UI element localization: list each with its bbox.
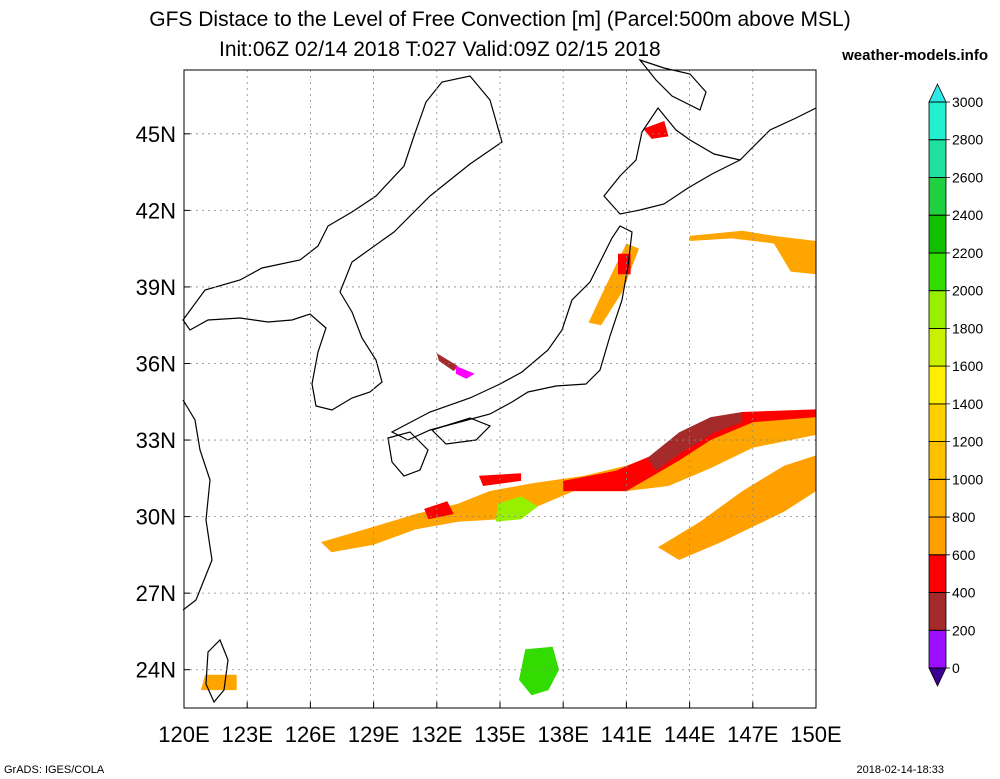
lon-axis-labels: 120E 123E 126E 129E 132E 135E 138E 141E 144E 147E… — [158, 702, 842, 747]
colorbar-label: 2000 — [952, 283, 983, 299]
colorbar-label: 3000 — [952, 94, 983, 110]
colorbar-segment — [928, 252, 947, 292]
chart-subtitle: Init:06Z 02/14 2018 T:027 Valid:09Z 02/1… — [219, 38, 661, 61]
colorbar-label: 1800 — [952, 320, 983, 336]
grads-credit: GrADS: IGES/COLA — [4, 764, 105, 776]
colorbar-segment — [928, 441, 947, 480]
coastline-china-south — [182, 399, 213, 611]
colorbar-label: 2400 — [952, 207, 983, 223]
lon-label: 132E — [411, 722, 462, 747]
colorbar-segment — [928, 327, 947, 367]
lon-label: 138E — [538, 722, 589, 747]
lat-label: 24N — [136, 658, 176, 683]
colorbar-low-cap — [928, 667, 947, 687]
lfc-field-1 — [658, 455, 816, 560]
colorbar-label: 1400 — [952, 396, 983, 412]
coastline-kurils — [739, 107, 817, 161]
lon-label: 147E — [727, 722, 778, 747]
colorbar-segment — [928, 478, 947, 518]
colorbar-high-cap — [928, 83, 947, 103]
lfc-field-6 — [519, 646, 559, 696]
colorbar-label: 1600 — [952, 358, 983, 374]
lat-label: 27N — [136, 581, 176, 606]
lat-label: 45N — [136, 122, 176, 147]
coastline-hokkaido — [603, 106, 742, 215]
colorbar-segment — [928, 516, 947, 556]
lon-label: 129E — [348, 722, 399, 747]
coastline-shikoku — [430, 417, 492, 445]
lon-label: 141E — [601, 722, 652, 747]
colorbar-label: 800 — [952, 509, 976, 525]
lfc-field-7 — [495, 496, 538, 522]
colorbar-label: 0 — [952, 660, 960, 676]
lat-label: 39N — [136, 275, 176, 300]
lfc-field-3 — [647, 412, 743, 471]
colorbar-segment — [928, 629, 947, 669]
timestamp: 2018-02-14-18:33 — [856, 764, 944, 776]
coastline-layer — [182, 58, 817, 704]
colorbar-label: 600 — [952, 547, 976, 563]
colorbar-label: 200 — [952, 622, 976, 638]
colorbar-segment — [928, 403, 947, 443]
colorbar-segment — [928, 101, 947, 141]
lon-label: 135E — [474, 722, 525, 747]
colorbar-segment — [928, 365, 947, 405]
lon-label: 150E — [790, 722, 841, 747]
lat-axis-labels: 24N 27N 30N 33N 36N 39N 42N 45N — [136, 122, 190, 683]
lfc-field-12 — [200, 674, 237, 691]
lon-label: 123E — [222, 722, 273, 747]
chart-title: GFS Distace to the Level of Free Convect… — [149, 8, 851, 31]
colorbar-label: 2600 — [952, 169, 983, 185]
lfc-field-13 — [436, 353, 458, 372]
coastline-taiwan — [205, 638, 229, 704]
lat-label: 36N — [136, 351, 176, 376]
colorbar-labels: 0 200 400 600 800 1000 1200 1400 1600 1800 2000 220… — [929, 94, 983, 676]
colorbar-label: 400 — [952, 585, 976, 601]
lfc-field-14 — [455, 366, 475, 379]
lat-label: 33N — [136, 428, 176, 453]
colorbar-label: 2200 — [952, 245, 983, 261]
coastline-honshu — [390, 225, 633, 441]
colorbar-segment — [928, 554, 947, 593]
colorbar-segment — [928, 139, 947, 178]
colorbar — [928, 83, 947, 687]
lon-label: 144E — [664, 722, 715, 747]
lon-label: 120E — [158, 722, 209, 747]
lfc-field-10 — [689, 230, 816, 275]
coastline-korea — [182, 75, 503, 411]
colorbar-segment — [928, 214, 947, 254]
colorbar-label: 1000 — [952, 471, 983, 487]
coastline-kyushu — [387, 431, 429, 477]
graticule — [183, 70, 817, 708]
site-brand: weather-models.info — [842, 47, 988, 64]
coastline-sakhalin — [638, 58, 707, 111]
colorbar-label: 2800 — [952, 132, 983, 148]
colorbar-segment — [928, 177, 947, 216]
lfc-field-5 — [424, 501, 454, 520]
lfc-field-2 — [563, 409, 816, 492]
lfc-field-layer — [200, 121, 816, 696]
colorbar-segment — [928, 290, 947, 329]
colorbar-segment — [928, 592, 947, 631]
colorbar-label: 1200 — [952, 434, 983, 450]
lat-label: 42N — [136, 198, 176, 223]
lat-label: 30N — [136, 505, 176, 530]
lfc-field-8 — [588, 243, 639, 326]
lon-label: 126E — [285, 722, 336, 747]
lfc-field-11 — [643, 121, 669, 139]
